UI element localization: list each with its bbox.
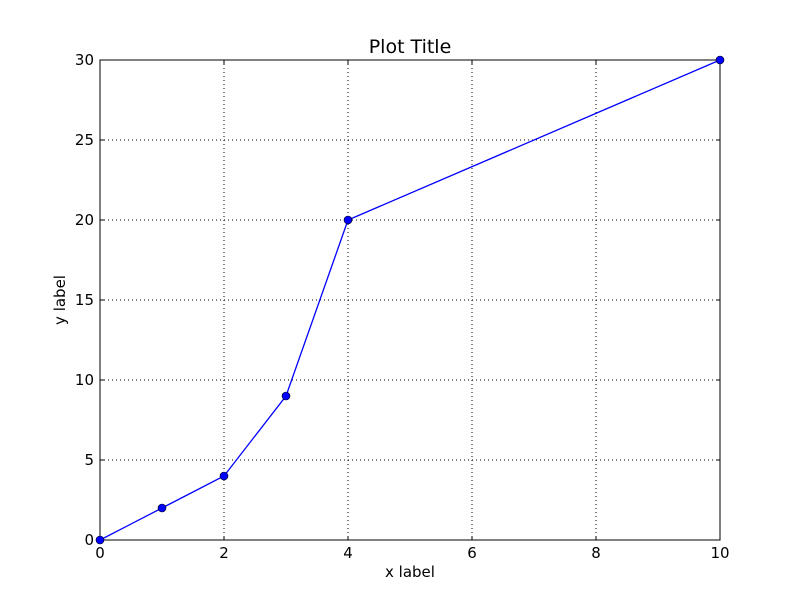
data-point bbox=[219, 471, 229, 481]
data-point bbox=[343, 215, 353, 225]
y-tick-label: 0 bbox=[84, 531, 94, 549]
data-point bbox=[157, 503, 167, 513]
grid bbox=[100, 60, 720, 540]
x-tick-label: 2 bbox=[219, 544, 229, 562]
y-tick-label: 20 bbox=[75, 211, 94, 229]
x-tick-label: 8 bbox=[591, 544, 601, 562]
x-tick-label: 4 bbox=[343, 544, 353, 562]
data-point bbox=[715, 55, 725, 65]
data-point bbox=[281, 391, 291, 401]
y-tick-label: 10 bbox=[75, 371, 94, 389]
x-tick-label: 10 bbox=[710, 544, 729, 562]
data-point bbox=[95, 535, 105, 545]
x-axis-label: x label bbox=[385, 563, 435, 581]
series-layer bbox=[95, 55, 725, 545]
y-tick-label: 25 bbox=[75, 131, 94, 149]
x-tick-label: 6 bbox=[467, 544, 477, 562]
series-line bbox=[99, 59, 721, 541]
y-tick-label: 30 bbox=[75, 51, 94, 69]
y-tick-label: 5 bbox=[84, 451, 94, 469]
axis-ticks: 0 2 4 6 8 10 0 5 10 15 20 25 30 bbox=[75, 51, 730, 562]
chart-title: Plot Title bbox=[369, 36, 452, 58]
y-axis-label: y label bbox=[51, 275, 69, 325]
y-tick-label: 15 bbox=[75, 291, 94, 309]
x-tick-label: 0 bbox=[95, 544, 105, 562]
